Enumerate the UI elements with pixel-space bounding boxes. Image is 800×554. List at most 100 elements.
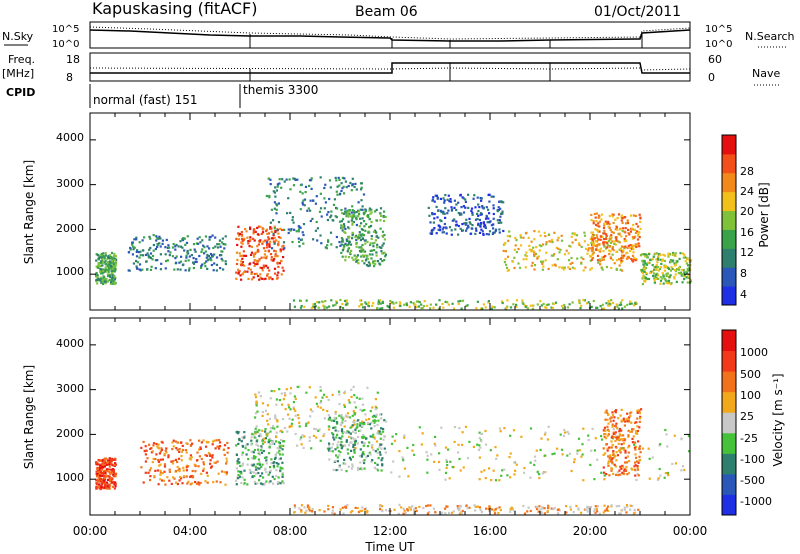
power-cell	[103, 257, 106, 260]
power-cell	[381, 300, 384, 303]
velocity-cell	[328, 416, 332, 419]
velocity-cell	[372, 433, 375, 436]
power-cell	[149, 268, 153, 271]
power-cell	[544, 235, 547, 238]
velocity-cell	[515, 463, 518, 466]
power-cell	[235, 271, 238, 274]
power-cell	[360, 247, 363, 250]
velocity-cell	[453, 426, 457, 429]
velocity-cell	[110, 463, 113, 466]
velocity-cell	[587, 434, 590, 437]
power-cell	[250, 271, 253, 274]
velocity-cell	[663, 476, 666, 479]
velocity-cell	[344, 419, 347, 422]
velocity-cell	[156, 469, 159, 472]
power-cell	[464, 223, 467, 226]
power-cell	[369, 242, 372, 245]
velocity-cell	[109, 480, 112, 483]
power-cell	[682, 275, 686, 278]
velocity-cell	[609, 455, 612, 459]
power-cell	[515, 303, 518, 306]
power-cell	[239, 263, 243, 266]
power-cell	[663, 269, 667, 272]
velocity-cell	[635, 460, 638, 463]
velocity-cell	[444, 446, 447, 449]
velocity-cell	[357, 419, 360, 422]
velocity-cell	[606, 434, 609, 437]
power-cell	[464, 198, 467, 201]
velocity-cell	[559, 433, 562, 436]
velocity-cell	[628, 444, 631, 447]
power-cell	[380, 250, 383, 253]
velocity-cell	[335, 454, 338, 457]
power-cell	[596, 259, 600, 262]
velocity-cell	[293, 395, 296, 398]
power-cell	[278, 182, 281, 185]
freq-frame	[89, 52, 691, 82]
power-cell	[341, 240, 345, 243]
nave-trace	[89, 67, 691, 71]
power-cell	[484, 226, 487, 229]
velocity-cell	[630, 467, 633, 470]
power-cell	[256, 245, 259, 248]
power-cell	[465, 222, 468, 225]
power-cell	[361, 208, 364, 211]
power-cell	[443, 212, 446, 215]
velocity-cell	[274, 417, 277, 420]
velocity-cell	[107, 468, 111, 471]
power-cell	[480, 197, 483, 200]
power-cell	[626, 219, 629, 222]
power-cell	[391, 301, 394, 304]
power-cell	[460, 307, 463, 310]
power-cell	[592, 299, 595, 303]
velocity-colorbar-swatch	[722, 473, 736, 495]
power-cell	[370, 237, 373, 240]
velocity-cell	[350, 437, 353, 440]
velocity-cell	[186, 482, 189, 485]
power-cell	[603, 224, 606, 227]
velocity-cell	[243, 478, 246, 481]
power-cell	[571, 232, 574, 235]
velocity-cell	[290, 422, 293, 425]
power-cell	[212, 269, 215, 272]
power-cell	[548, 240, 551, 243]
velocity-cell	[268, 437, 271, 440]
power-cell	[620, 249, 623, 253]
power-cell	[589, 268, 592, 271]
power-cell	[108, 274, 111, 277]
power-cell	[302, 199, 305, 202]
power-cell	[459, 194, 462, 197]
power-cell	[361, 233, 364, 236]
velocity-cell	[200, 472, 203, 475]
velocity-cell	[311, 507, 314, 511]
power-cell	[618, 264, 621, 267]
power-cell	[104, 259, 107, 263]
velocity-cell	[637, 508, 640, 511]
velocity-cell	[345, 431, 348, 434]
velocity-cell	[345, 440, 348, 443]
velocity-cell	[278, 399, 281, 402]
power-cell	[349, 243, 353, 246]
velocity-cell	[620, 467, 623, 470]
velocity-cell	[586, 510, 589, 513]
power-cell	[545, 251, 548, 254]
power-cell	[238, 252, 241, 255]
power-cell	[182, 237, 185, 240]
power-cell	[287, 197, 290, 200]
power-cell	[224, 260, 227, 263]
power-cell	[214, 236, 217, 239]
velocity-cell	[607, 462, 610, 465]
power-cell	[156, 245, 159, 248]
power-cell	[487, 300, 490, 303]
velocity-cell	[613, 436, 616, 439]
velocity-cell	[145, 449, 148, 452]
velocity-cell	[606, 411, 609, 414]
power-cell	[488, 212, 491, 215]
velocity-cell	[102, 486, 105, 489]
power-cell	[522, 258, 525, 261]
power-cell	[276, 229, 279, 232]
velocity-cell	[298, 385, 301, 388]
velocity-cell	[343, 425, 346, 428]
power-cell	[531, 261, 534, 264]
velocity-cell	[550, 507, 553, 510]
